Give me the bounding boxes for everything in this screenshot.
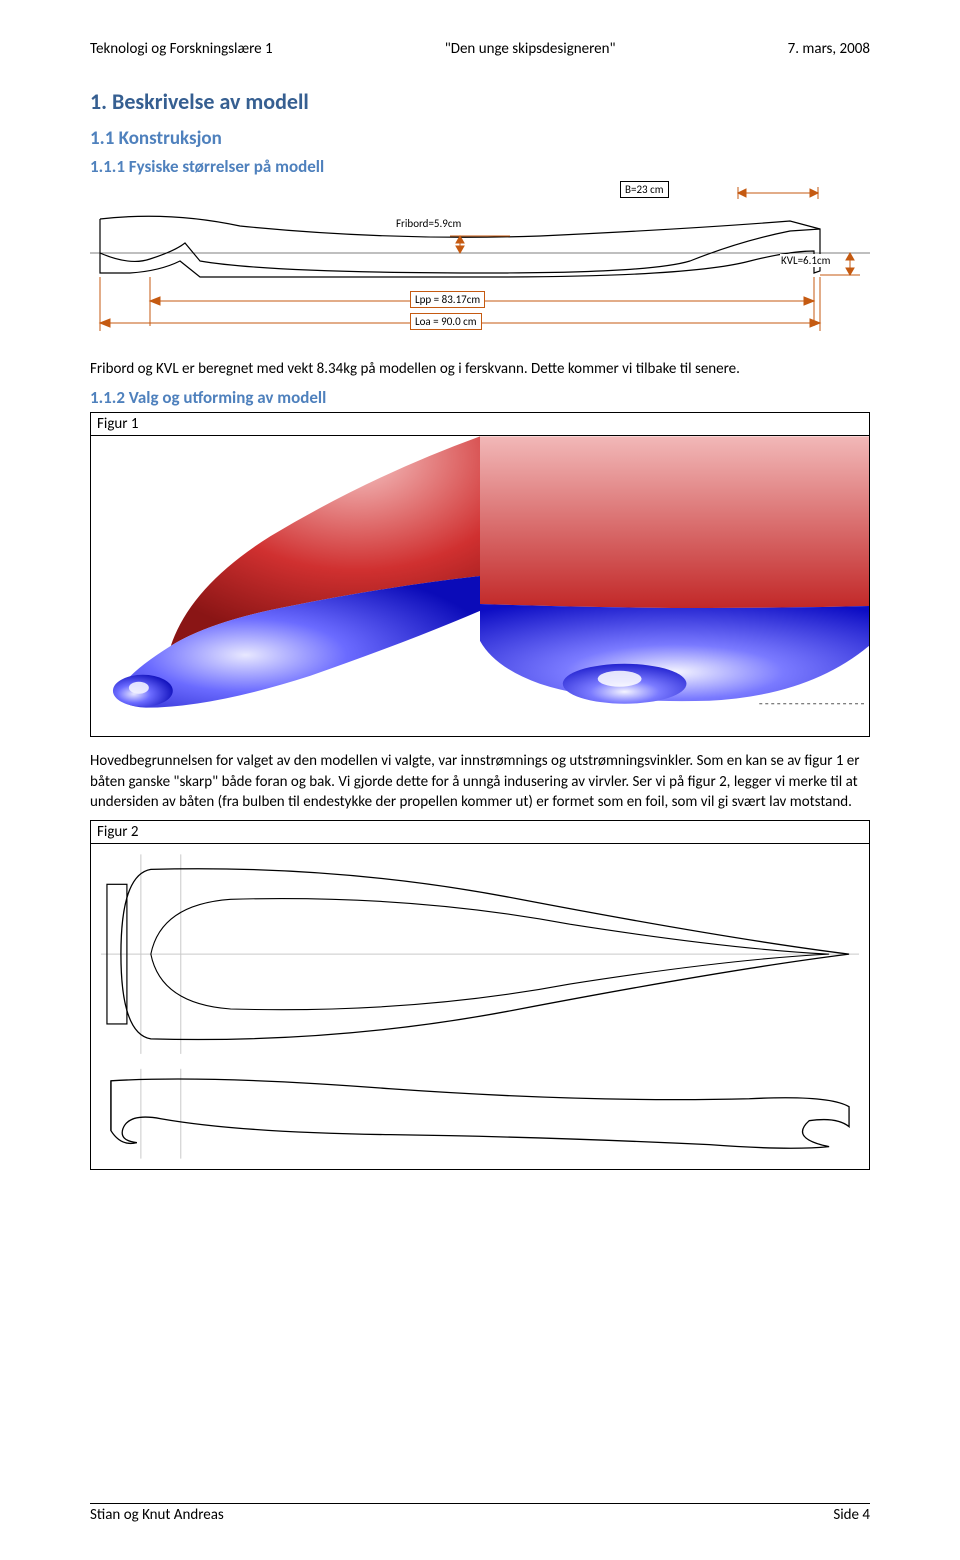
figure1-left-render [91, 436, 480, 736]
figure2-label: Figur 2 [91, 821, 870, 844]
header-left: Teknologi og Forskningslære 1 [90, 40, 273, 58]
footer-left: Stian og Knut Andreas [90, 1506, 224, 1524]
dimension-diagram: B=23 cm Fribord=5.9cm KVL=6.1cm Lpp = 83… [90, 181, 870, 351]
dim-fribord-label: Fribord=5.9cm [395, 217, 462, 230]
figure2-box [90, 844, 870, 1170]
heading-3a: 1.1.1 Fysiske størrelser på modell [90, 156, 870, 177]
figure1-label: Figur 1 [91, 413, 870, 436]
heading-1: 1. Beskrivelse av modell [90, 88, 870, 115]
dim-loa-label: Loa = 90.0 cm [410, 313, 482, 330]
figure1-table: Figur 1 [90, 412, 870, 436]
heading-3b: 1.1.2 Valg og utforming av modell [90, 387, 870, 408]
figure2-table: Figur 2 [90, 820, 870, 844]
page-footer: Stian og Knut Andreas Side 4 [90, 1503, 870, 1524]
footer-right: Side 4 [833, 1506, 870, 1524]
header-center: "Den unge skipsdesigneren" [445, 40, 616, 58]
paragraph-1: Fribord og KVL er beregnet med vekt 8.34… [90, 359, 870, 379]
figure1-right-render [480, 436, 869, 736]
page-header: Teknologi og Forskningslære 1 "Den unge … [90, 40, 870, 58]
dim-b-label: B=23 cm [620, 181, 669, 198]
dim-kvl-label: KVL=6.1cm [780, 254, 831, 267]
figure2-svg [91, 844, 869, 1164]
paragraph-2: Hovedbegrunnelsen for valget av den mode… [90, 751, 870, 812]
figure1-box [90, 436, 870, 737]
heading-2: 1.1 Konstruksjon [90, 127, 870, 150]
header-right: 7. mars, 2008 [788, 40, 870, 58]
dim-lpp-label: Lpp = 83.17cm [410, 291, 485, 308]
